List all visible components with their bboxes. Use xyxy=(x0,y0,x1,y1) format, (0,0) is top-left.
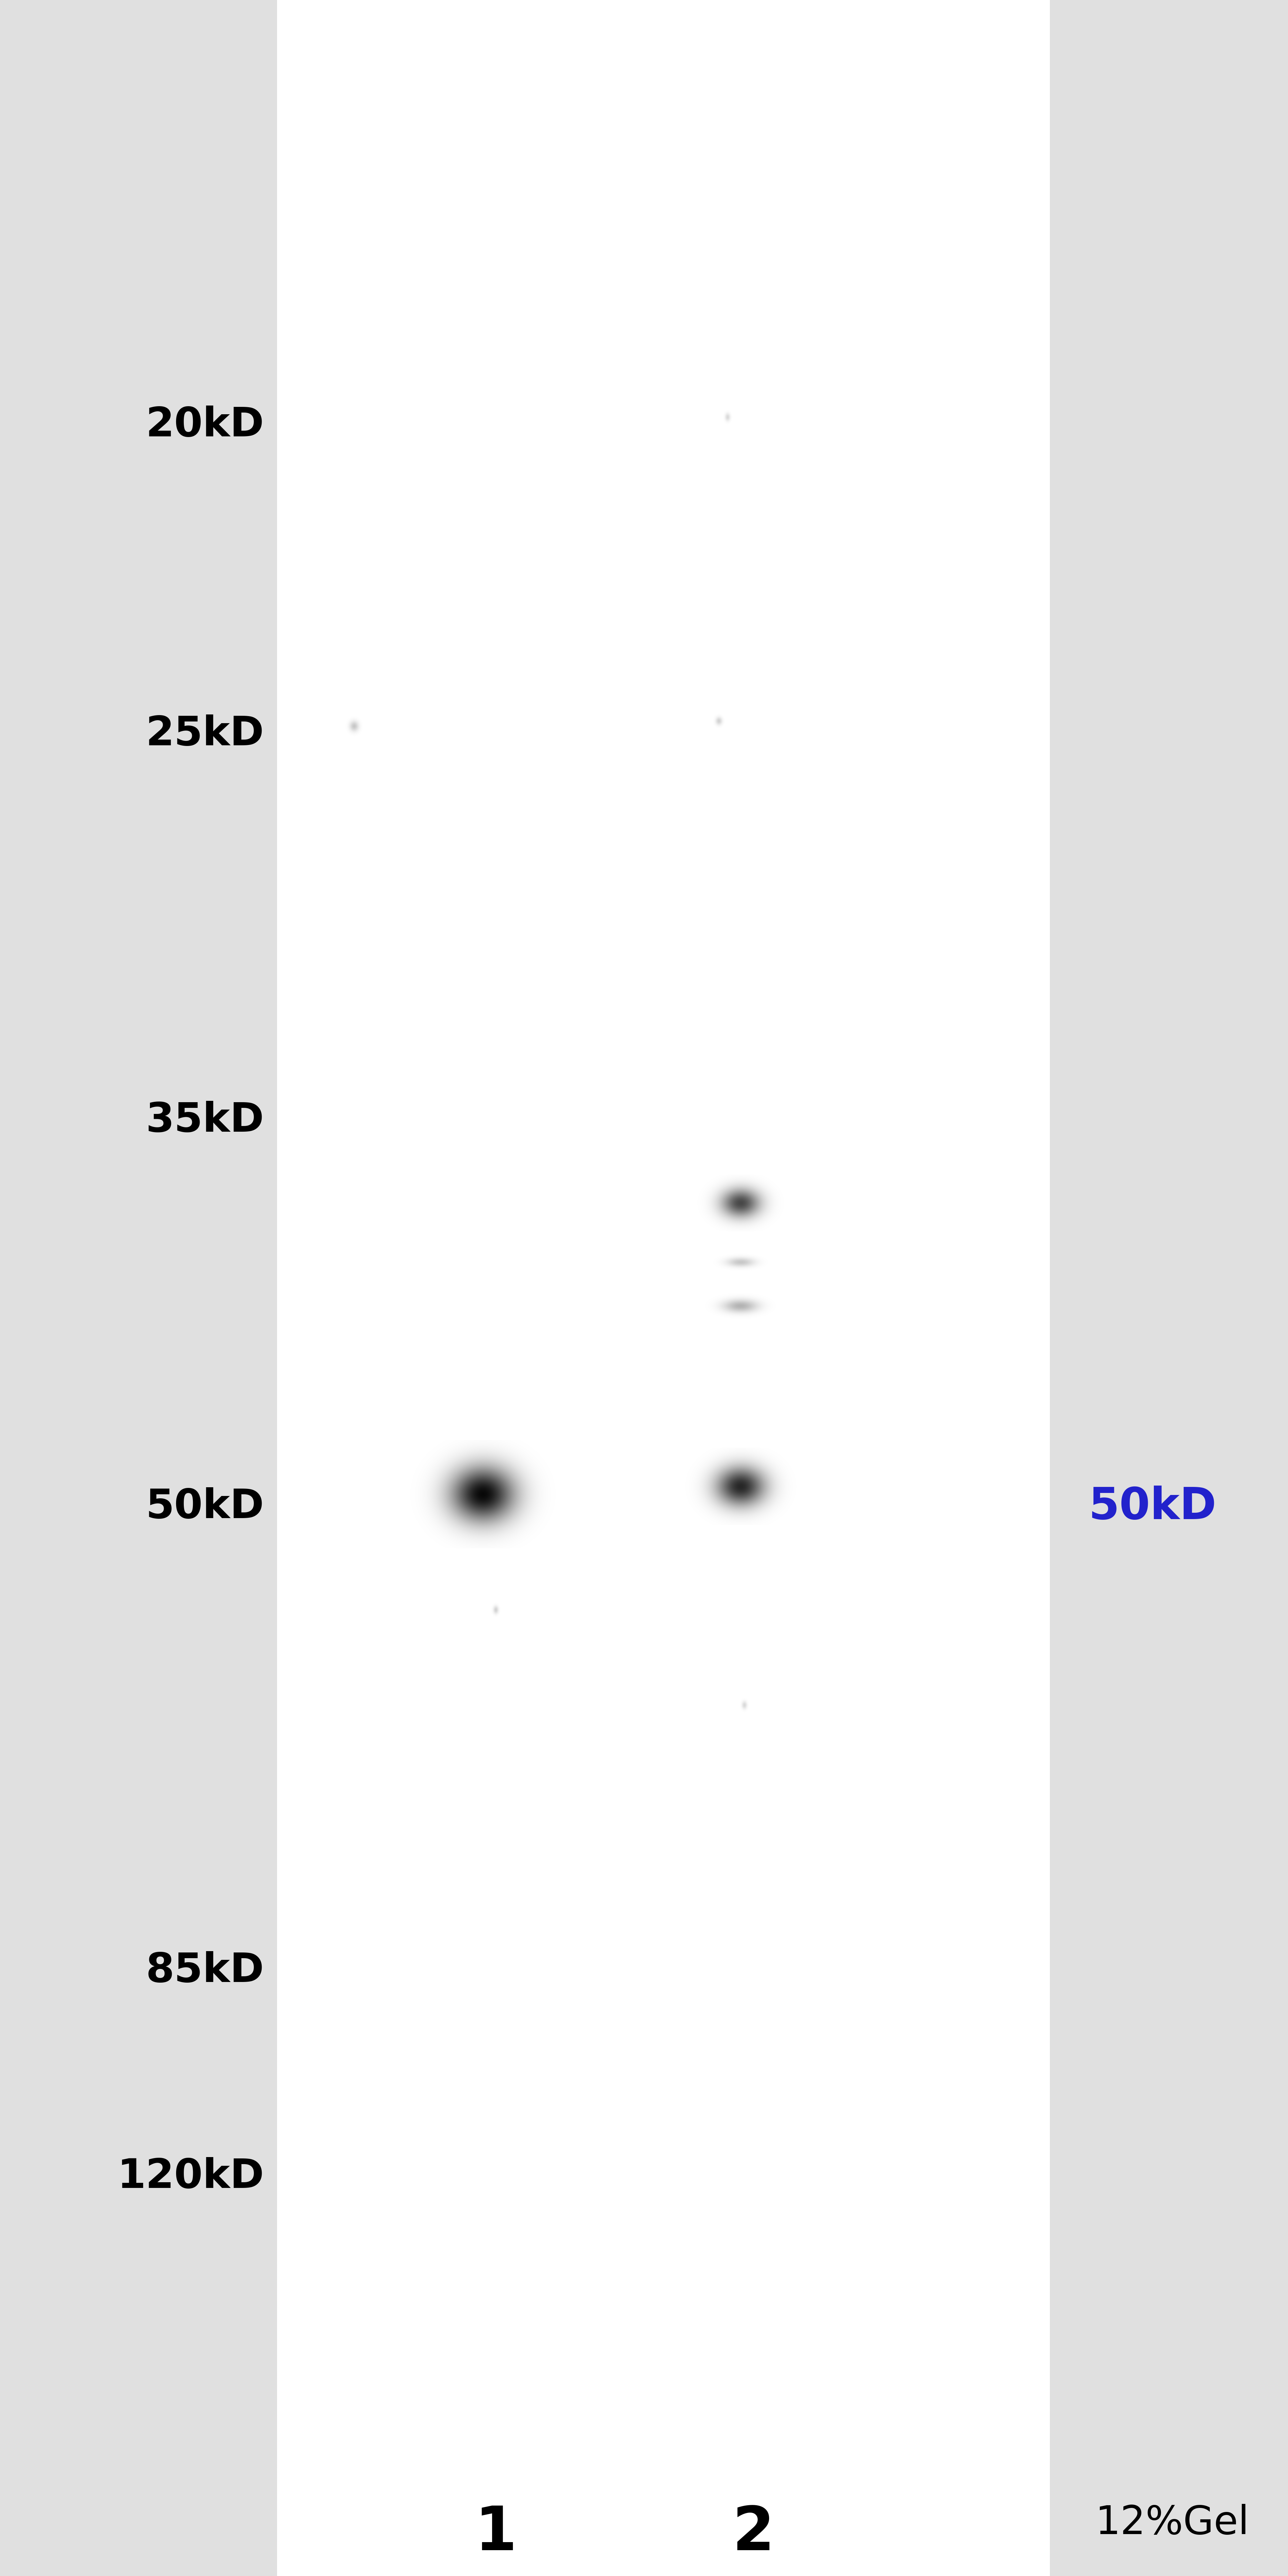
Text: 2: 2 xyxy=(733,2504,774,2563)
Text: 1: 1 xyxy=(475,2504,516,2563)
Bar xyxy=(277,0,1050,2576)
Text: 12%Gel: 12%Gel xyxy=(1095,2504,1249,2543)
Text: 35kD: 35kD xyxy=(146,1100,264,1141)
Text: 50kD: 50kD xyxy=(146,1486,264,1528)
Text: 120kD: 120kD xyxy=(117,2156,264,2197)
Text: 85kD: 85kD xyxy=(146,1950,264,1991)
Text: 25kD: 25kD xyxy=(146,714,264,755)
Text: 50kD: 50kD xyxy=(1088,1486,1217,1528)
Text: 20kD: 20kD xyxy=(146,404,264,446)
Bar xyxy=(0,0,277,2576)
Bar xyxy=(1050,0,1288,2576)
